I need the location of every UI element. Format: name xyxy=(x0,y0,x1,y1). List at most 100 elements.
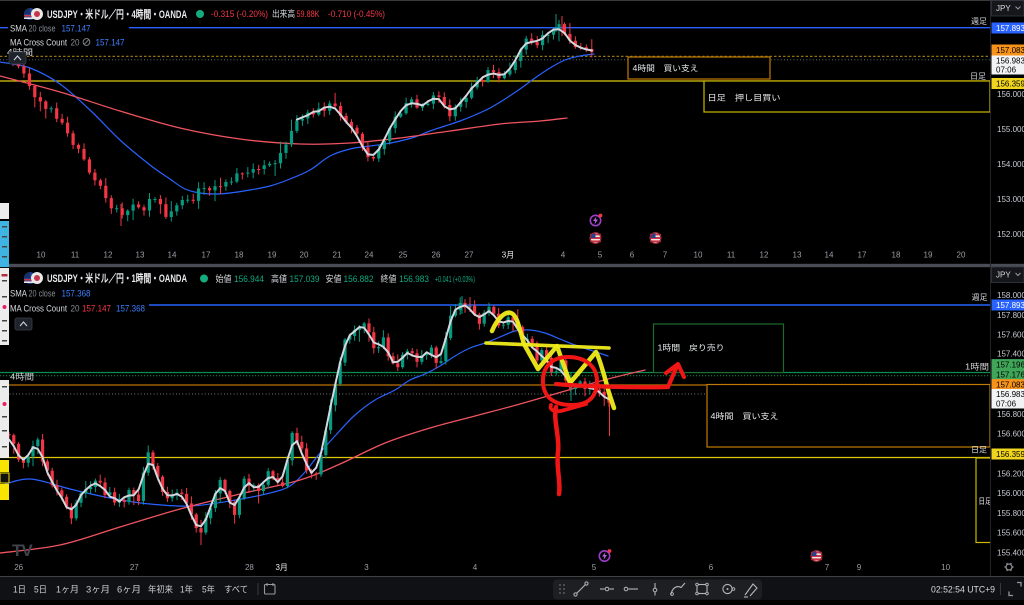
svg-text:17: 17 xyxy=(858,251,867,260)
svg-text:156.983: 156.983 xyxy=(399,274,429,284)
svg-text:26: 26 xyxy=(432,251,441,260)
svg-text:156.983: 156.983 xyxy=(996,56,1024,65)
svg-text:17: 17 xyxy=(202,251,211,260)
svg-text:157.800: 157.800 xyxy=(997,311,1024,320)
svg-text:-0.315 (-0.20%): -0.315 (-0.20%) xyxy=(211,9,268,19)
svg-text:156.944: 156.944 xyxy=(234,274,264,284)
svg-text:11: 11 xyxy=(727,251,736,260)
svg-text:157.083: 157.083 xyxy=(996,46,1024,55)
svg-text:27: 27 xyxy=(465,251,474,260)
svg-text:24: 24 xyxy=(365,251,374,260)
svg-text:157.176: 157.176 xyxy=(996,371,1024,380)
svg-text:59.88K: 59.88K xyxy=(297,9,320,19)
svg-text:7: 7 xyxy=(663,251,668,260)
svg-text:日足: 日足 xyxy=(979,497,992,506)
svg-text:1年: 1年 xyxy=(180,584,193,595)
svg-text:156.200: 156.200 xyxy=(997,469,1024,478)
svg-text:07:06: 07:06 xyxy=(996,65,1017,74)
svg-text:26: 26 xyxy=(14,563,23,572)
svg-text:すべて: すべて xyxy=(224,585,248,595)
svg-text:日足 押し目買い: 日足 押し目買い xyxy=(708,93,781,103)
svg-text:USDJPY・米ドル／円・4時間・OANDA: USDJPY・米ドル／円・4時間・OANDA xyxy=(47,7,187,21)
svg-text:3月: 3月 xyxy=(502,251,514,260)
svg-text:12: 12 xyxy=(104,251,113,260)
svg-text:週足: 週足 xyxy=(971,17,987,26)
svg-text:07:06: 07:06 xyxy=(996,399,1017,408)
svg-text:20 close: 20 close xyxy=(29,289,56,299)
svg-text:10: 10 xyxy=(37,251,46,260)
svg-text:5: 5 xyxy=(592,563,597,572)
svg-text:年初来: 年初来 xyxy=(148,584,173,595)
svg-text:20: 20 xyxy=(71,304,80,314)
svg-text:14: 14 xyxy=(168,251,177,260)
svg-text:152.000: 152.000 xyxy=(997,230,1024,239)
svg-text:20: 20 xyxy=(300,251,309,260)
svg-text:153.000: 153.000 xyxy=(997,195,1024,204)
svg-text:156.983: 156.983 xyxy=(996,390,1024,399)
svg-text:155.800: 155.800 xyxy=(997,509,1024,518)
svg-text:156.000: 156.000 xyxy=(997,90,1024,99)
svg-text:156.882: 156.882 xyxy=(344,274,374,284)
svg-text:18: 18 xyxy=(235,251,244,260)
svg-text:6: 6 xyxy=(630,251,635,260)
svg-text:19: 19 xyxy=(924,251,933,260)
svg-text:18: 18 xyxy=(892,251,901,260)
svg-text:157.039: 157.039 xyxy=(290,274,320,284)
svg-text:SMA: SMA xyxy=(10,289,27,299)
svg-text:20: 20 xyxy=(957,251,966,260)
svg-text:156.600: 156.600 xyxy=(997,430,1024,439)
svg-text:4時間: 4時間 xyxy=(10,373,34,382)
svg-text:4時間 買い支え: 4時間 買い支え xyxy=(633,63,699,73)
svg-text:14: 14 xyxy=(825,251,834,260)
svg-text:3月: 3月 xyxy=(275,563,287,572)
svg-text:157.147: 157.147 xyxy=(82,304,111,314)
svg-text:21: 21 xyxy=(333,251,342,260)
svg-text:157.147: 157.147 xyxy=(96,38,125,48)
svg-text:20 close: 20 close xyxy=(29,24,56,34)
svg-text:157.368: 157.368 xyxy=(116,304,145,314)
svg-text:1日: 1日 xyxy=(13,585,26,595)
svg-text:9: 9 xyxy=(857,563,862,572)
svg-text:MA Cross Count: MA Cross Count xyxy=(10,304,67,314)
svg-text:13: 13 xyxy=(793,251,802,260)
svg-text:157.083: 157.083 xyxy=(996,380,1024,389)
svg-text:始値: 始値 xyxy=(216,273,232,284)
svg-text:5: 5 xyxy=(598,251,603,260)
svg-text:155.600: 155.600 xyxy=(997,529,1024,538)
svg-text:週足: 週足 xyxy=(972,293,988,302)
svg-text:157.893: 157.893 xyxy=(996,301,1024,310)
svg-text:157.147: 157.147 xyxy=(62,24,91,34)
svg-text:156.800: 156.800 xyxy=(997,410,1024,419)
svg-text:TV: TV xyxy=(12,541,33,560)
svg-text:156.000: 156.000 xyxy=(997,489,1024,498)
svg-text:+0.041 (+0.03%): +0.041 (+0.03%) xyxy=(435,275,475,284)
svg-text:1時間 戻り売り: 1時間 戻り売り xyxy=(658,343,725,353)
svg-text:4時間 買い支え: 4時間 買い支え xyxy=(711,411,779,421)
svg-text:6: 6 xyxy=(709,563,714,572)
svg-text:5年: 5年 xyxy=(202,584,215,595)
svg-text:SMA: SMA xyxy=(10,24,27,34)
svg-text:157.893: 157.893 xyxy=(996,24,1024,33)
svg-text:19: 19 xyxy=(268,251,277,260)
svg-text:5日: 5日 xyxy=(34,585,47,595)
svg-text:156.359: 156.359 xyxy=(996,450,1024,459)
svg-text:157.600: 157.600 xyxy=(997,331,1024,340)
svg-text:02:52:54 UTC+9: 02:52:54 UTC+9 xyxy=(931,585,995,595)
svg-text:4: 4 xyxy=(473,563,478,572)
svg-text:USDJPY・米ドル／円・1時間・OANDA: USDJPY・米ドル／円・1時間・OANDA xyxy=(47,271,187,285)
svg-text:-0.710 (-0.45%): -0.710 (-0.45%) xyxy=(328,9,385,19)
svg-text:154.000: 154.000 xyxy=(997,160,1024,169)
svg-text:7: 7 xyxy=(825,563,830,572)
svg-text:157.400: 157.400 xyxy=(997,349,1024,358)
svg-text:155.400: 155.400 xyxy=(997,549,1024,558)
svg-text:157.196: 157.196 xyxy=(996,360,1024,369)
svg-text:6ヶ月: 6ヶ月 xyxy=(117,585,141,595)
svg-text:157.368: 157.368 xyxy=(62,289,91,299)
svg-text:27: 27 xyxy=(130,563,139,572)
svg-text:安値: 安値 xyxy=(326,273,342,284)
svg-text:高値: 高値 xyxy=(271,273,287,284)
svg-text:1時間: 1時間 xyxy=(965,363,989,372)
svg-text:25: 25 xyxy=(399,251,408,260)
svg-text:158.000: 158.000 xyxy=(997,291,1024,300)
svg-text:日足: 日足 xyxy=(970,72,986,81)
